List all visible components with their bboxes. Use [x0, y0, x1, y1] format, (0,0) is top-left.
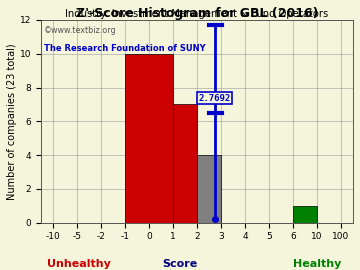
- Text: Healthy: Healthy: [293, 259, 341, 269]
- Bar: [173, 104, 197, 223]
- Y-axis label: Number of companies (23 total): Number of companies (23 total): [7, 43, 17, 200]
- Bar: [125, 54, 173, 223]
- Bar: [197, 155, 221, 223]
- Text: Score: Score: [162, 259, 198, 269]
- Text: ©www.textbiz.org: ©www.textbiz.org: [44, 26, 117, 35]
- Text: Unhealthy: Unhealthy: [47, 259, 111, 269]
- Bar: [293, 206, 317, 223]
- Text: Industry: Investment Management & Fund Operators: Industry: Investment Management & Fund O…: [66, 9, 329, 19]
- Text: The Research Foundation of SUNY: The Research Foundation of SUNY: [44, 44, 206, 53]
- Title: Z'-Score Histogram for GBL (2016): Z'-Score Histogram for GBL (2016): [76, 7, 318, 20]
- Text: 2.7692: 2.7692: [198, 94, 230, 103]
